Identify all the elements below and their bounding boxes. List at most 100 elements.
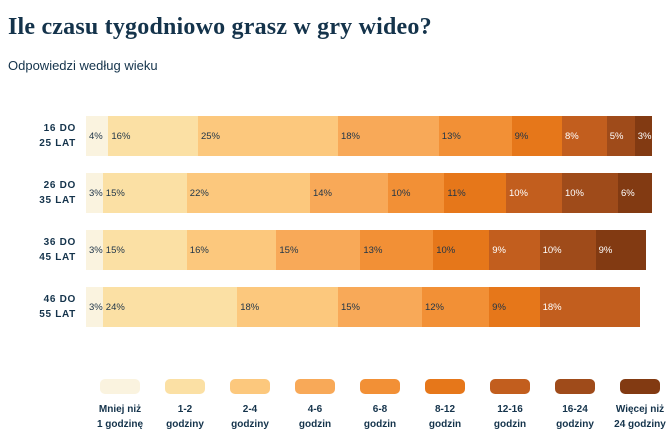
bar-segment: 18% [539, 287, 641, 327]
bar-segment: 24% [102, 287, 238, 327]
bar-segment: 3% [634, 116, 652, 156]
chart-subtitle: Odpowiedzi według wieku [8, 58, 158, 73]
legend-swatch [165, 379, 205, 394]
bar-segment: 12% [421, 287, 490, 327]
bar-segment: 15% [276, 230, 361, 270]
legend-label: Mniej niż 1 godzinę [96, 404, 144, 430]
bar-segment-value: 12% [424, 301, 444, 313]
bar-segment: 9% [489, 230, 540, 270]
bar-segment: 5% [606, 116, 635, 156]
legend-label: 4-6 godzin [298, 404, 332, 430]
bar-segment: 13% [438, 116, 512, 156]
bar-segment: 25% [197, 116, 338, 156]
legend-swatch [620, 379, 660, 394]
stacked-bar: 4% 16% 25% 18% 13% 9% 8% 5% 3% [86, 116, 652, 156]
bar-segment-value: 10% [436, 244, 456, 256]
legend-item: Mniej niż 1 godzinę [90, 379, 150, 432]
bar-segment-value: 10% [542, 244, 562, 256]
bar-segment-value: 8% [564, 130, 579, 142]
chart-row: 46 DO 55 LAT 3% 24% 18% 15% 12% 9% 18% [8, 287, 662, 327]
legend-item: 4-6 godzin [285, 379, 345, 432]
stacked-bar: 3% 15% 22% 14% 10% 11% 10% 10% 6% [86, 173, 652, 213]
age-group-label: 16 DO 25 LAT [39, 122, 76, 150]
bar-segment: 3% [86, 287, 103, 327]
legend-item: 2-4 godziny [220, 379, 280, 432]
legend-label: 6-8 godzin [363, 404, 397, 430]
legend-label: Więcej niż 24 godziny [614, 404, 666, 430]
bar-segment-value: 11% [447, 187, 466, 199]
bar-segment-value: 22% [189, 187, 209, 199]
bar-segment-value: 9% [492, 301, 506, 313]
bar-segment-value: 5% [609, 130, 624, 142]
bar-segment-value: 10% [508, 187, 528, 199]
chart-legend: Mniej niż 1 godzinę 1-2 godziny 2-4 godziny 4-… [90, 379, 670, 432]
bar-segment-value: 15% [279, 244, 299, 256]
bar-segment: 10% [505, 173, 562, 213]
bar-segment-value: 13% [363, 244, 383, 256]
bar-segment: 14% [309, 173, 389, 213]
bar-segment: 10% [388, 173, 445, 213]
bar-segment: 15% [337, 287, 422, 327]
legend-swatch [230, 379, 270, 394]
bar-segment-value: 4% [89, 130, 103, 142]
bar-segment-value: 15% [105, 244, 125, 256]
age-group-label: 26 DO 35 LAT [39, 179, 76, 207]
bar-segment-value: 3% [89, 301, 103, 313]
bar-segment: 9% [511, 116, 562, 156]
legend-item: 12-16 godzin [480, 379, 540, 432]
bar-segment-value: 15% [340, 301, 360, 313]
legend-label: 16-24 godziny [556, 404, 594, 430]
legend-label: 2-4 godziny [231, 404, 269, 430]
bar-segment: 18% [337, 116, 439, 156]
bar-segment: 10% [539, 230, 596, 270]
bar-segment: 9% [595, 230, 646, 270]
legend-item: 1-2 godziny [155, 379, 215, 432]
chart-row: 36 DO 45 LAT 3% 15% 16% 15% 13% 10% 9% 10% 9% [8, 230, 662, 270]
bar-segment: 10% [561, 173, 618, 213]
age-group-label: 46 DO 55 LAT [39, 293, 76, 321]
chart-row: 16 DO 25 LAT 4% 16% 25% 18% 13% 9% 8% 5% 3% [8, 116, 662, 156]
bar-segment-value: 14% [312, 187, 332, 199]
stacked-bar: 3% 24% 18% 15% 12% 9% 18% [86, 287, 641, 327]
bar-segment: 22% [186, 173, 310, 213]
legend-label: 1-2 godziny [166, 404, 204, 430]
bar-segment-value: 3% [89, 244, 103, 256]
bar-segment: 15% [102, 230, 187, 270]
bar-segment-value: 9% [492, 244, 506, 256]
bar-segment-value: 6% [620, 187, 635, 199]
legend-item: 6-8 godzin [350, 379, 410, 432]
legend-swatch [295, 379, 335, 394]
chart-row: 26 DO 35 LAT 3% 15% 22% 14% 10% 11% 10% 10% 6% [8, 173, 662, 213]
bar-segment-value: 25% [200, 130, 220, 142]
bar-segment-value: 18% [340, 130, 360, 142]
bar-segment-value: 18% [542, 301, 562, 313]
bar-segment-value: 13% [441, 130, 461, 142]
bar-segment: 9% [489, 287, 540, 327]
bar-segment: 3% [86, 173, 103, 213]
bar-segment: 6% [617, 173, 652, 213]
bar-segment-value: 10% [391, 187, 411, 199]
bar-segment-value: 9% [514, 130, 529, 142]
legend-swatch [360, 379, 400, 394]
bar-segment-value: 9% [598, 244, 613, 256]
bar-segment: 16% [186, 230, 277, 270]
legend-label: 12-16 godzin [493, 404, 527, 430]
bar-segment: 15% [102, 173, 187, 213]
bar-segment: 4% [86, 116, 109, 156]
bar-segment: 18% [237, 287, 338, 327]
chart-title: Ile czasu tygodniowo grasz w gry wideo? [8, 14, 432, 40]
stacked-bar-chart: 16 DO 25 LAT 4% 16% 25% 18% 13% 9% 8% 5% 3% 26 DO 35… [8, 116, 662, 327]
bar-segment-value: 3% [637, 130, 652, 142]
age-group-label: 36 DO 45 LAT [39, 236, 76, 264]
legend-item: 8-12 godzin [415, 379, 475, 432]
stacked-bar: 3% 15% 16% 15% 13% 10% 9% 10% 9% [86, 230, 646, 270]
bar-segment-value: 16% [111, 130, 131, 142]
bar-segment: 3% [86, 230, 103, 270]
legend-swatch [100, 379, 140, 394]
bar-segment-value: 3% [89, 187, 103, 199]
bar-segment: 11% [444, 173, 506, 213]
legend-label: 8-12 godzin [428, 404, 462, 430]
bar-segment: 13% [360, 230, 434, 270]
bar-segment: 8% [561, 116, 607, 156]
